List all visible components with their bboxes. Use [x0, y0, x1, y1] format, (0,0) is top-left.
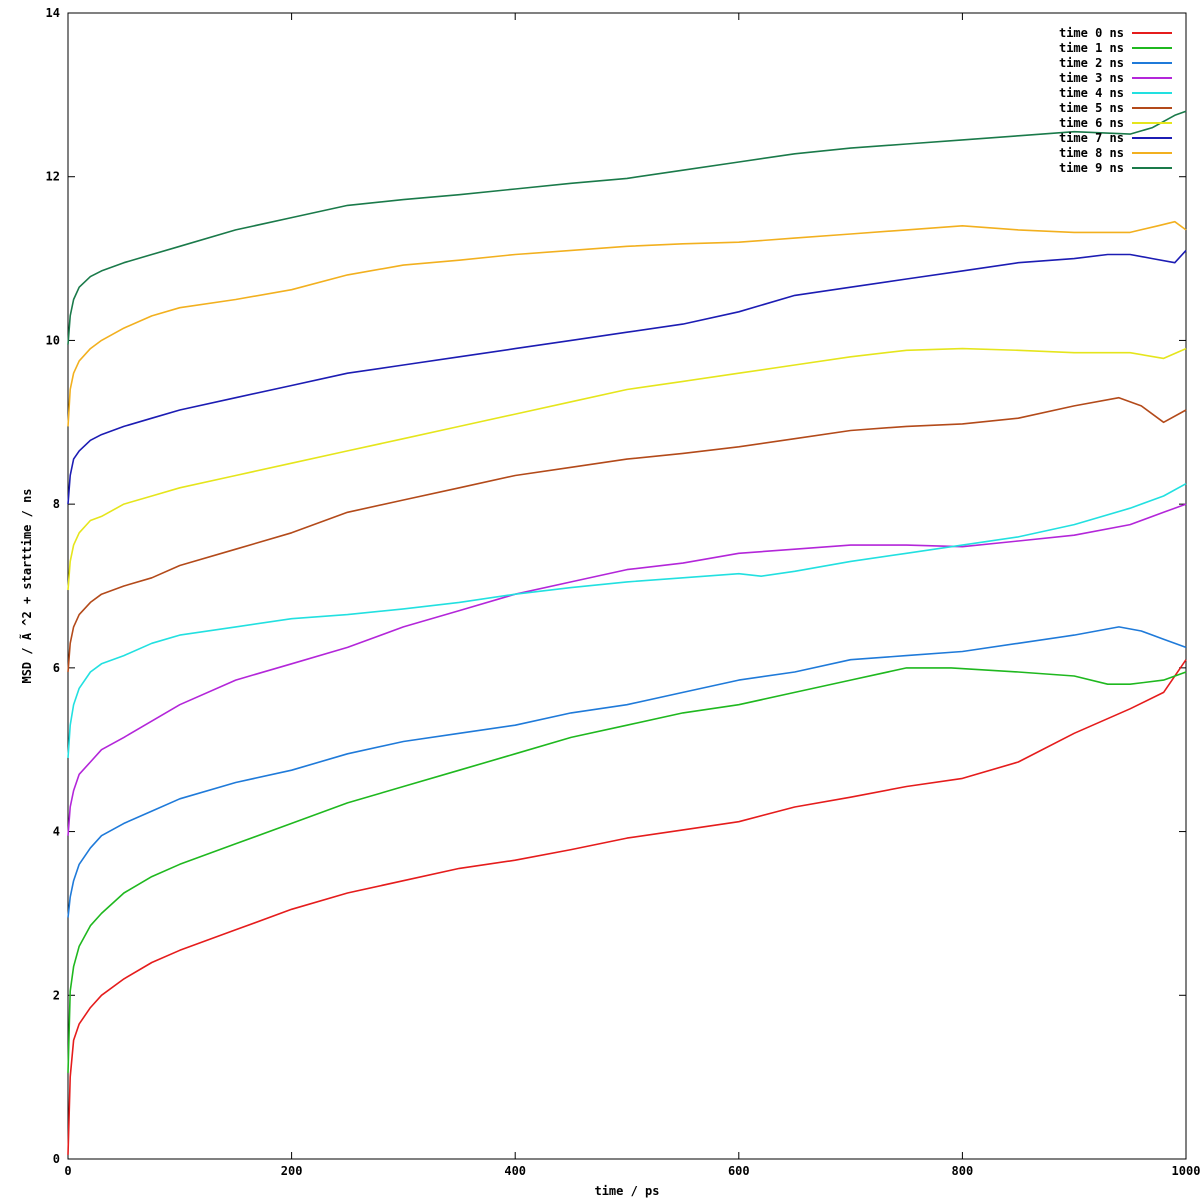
legend-label: time 4 ns [1059, 86, 1124, 100]
legend-label: time 6 ns [1059, 116, 1124, 130]
x-tick-label: 800 [952, 1164, 974, 1178]
legend-label: time 1 ns [1059, 41, 1124, 55]
y-tick-label: 2 [53, 988, 60, 1002]
x-tick-label: 0 [64, 1164, 71, 1178]
x-axis-label: time / ps [594, 1184, 659, 1198]
x-tick-label: 600 [728, 1164, 750, 1178]
legend-label: time 7 ns [1059, 131, 1124, 145]
series-line-time-1-ns [67, 667, 1187, 1074]
series-line-time-4-ns [67, 482, 1187, 758]
legend-label: time 3 ns [1059, 71, 1124, 85]
legend-label: time 5 ns [1059, 101, 1124, 115]
y-tick-label: 8 [53, 497, 60, 511]
x-tick-label: 1000 [1172, 1164, 1200, 1178]
series-line-time-3-ns [67, 503, 1187, 836]
data-series [67, 110, 1187, 1155]
legend-label: time 8 ns [1059, 146, 1124, 160]
x-tick-label: 200 [281, 1164, 303, 1178]
legend-label: time 2 ns [1059, 56, 1124, 70]
y-axis-label: MSD / Ã ^2 + starttime / ns [19, 488, 34, 683]
y-tick-label: 12 [46, 170, 60, 184]
y-tick-label: 6 [53, 661, 60, 675]
y-tick-label: 10 [46, 333, 60, 347]
y-tick-label: 14 [46, 6, 60, 20]
series-line-time-7-ns [67, 249, 1187, 505]
y-tick-label: 4 [53, 825, 60, 839]
series-line-time-8-ns [67, 220, 1187, 427]
legend-label: time 0 ns [1059, 26, 1124, 40]
series-line-time-2-ns [67, 626, 1187, 918]
series-line-time-5-ns [67, 396, 1187, 673]
legend-label: time 9 ns [1059, 161, 1124, 175]
series-line-time-6-ns [67, 347, 1187, 591]
tick-labels: 0 200 400 600 800 1000 0 2 4 6 8 10 12 14 [46, 6, 1200, 1178]
y-tick-label: 0 [53, 1152, 60, 1166]
series-line-time-9-ns [67, 110, 1187, 345]
x-tick-label: 400 [504, 1164, 526, 1178]
series-line-time-0-ns [67, 659, 1187, 1155]
